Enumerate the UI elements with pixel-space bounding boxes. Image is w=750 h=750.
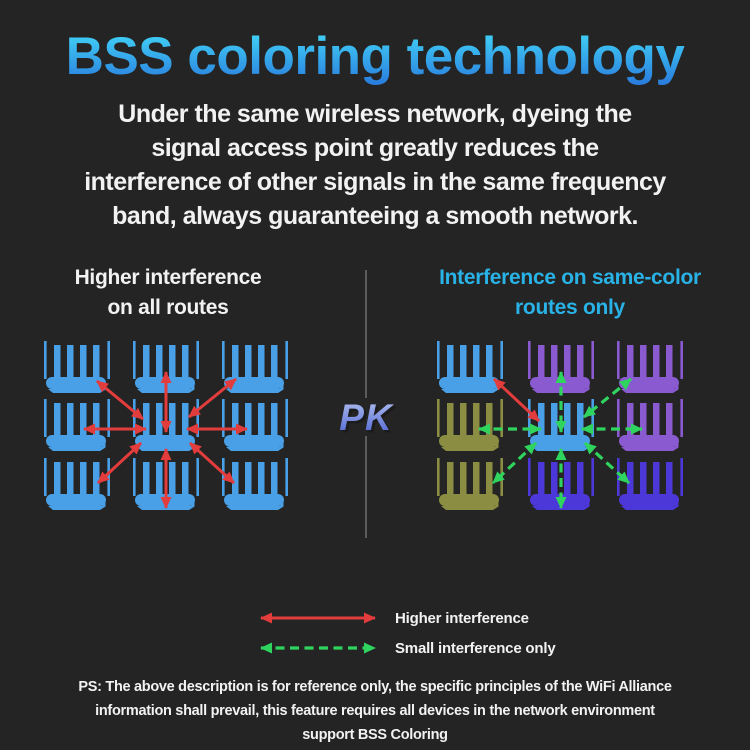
legend-item-higher-interference: Higher interference [251, 607, 529, 629]
router-icon-blue [44, 399, 110, 451]
subtitle-line: band, always guaranteeing a smooth netwo… [112, 202, 638, 230]
higher-interference-arrow [96, 379, 144, 421]
subtitle-line: Under the same wireless network, dyeing … [118, 100, 632, 128]
legend-green-arrow-icon [260, 642, 376, 654]
subtitle: Under the same wireless network, dyeing … [0, 97, 750, 233]
left-panel-heading: Higher interference on all routes [18, 263, 318, 323]
legend-item-small-interference: Small interference only [251, 637, 556, 659]
router-icon-blue [222, 399, 288, 451]
left-network-diagram [44, 341, 288, 510]
small-interference-arrow [491, 441, 538, 485]
router-icon-purple [617, 399, 683, 451]
legend-label: Small interference only [395, 639, 556, 657]
pk-text-shadow: PK [342, 400, 397, 441]
router-icon-blue [222, 341, 288, 393]
pk-versus-badge: PK PK [337, 397, 397, 441]
right-panel-heading-line: routes only [515, 296, 625, 319]
router-icon-blue [222, 458, 288, 510]
higher-interference-arrow [188, 441, 236, 485]
pk-backdrop [337, 398, 397, 436]
router-icon-purple [528, 341, 594, 393]
right-network-diagram [437, 341, 683, 510]
page-title: BSS coloring technology [0, 26, 750, 87]
router-icon-blue [44, 458, 110, 510]
small-interference-arrow [583, 441, 631, 485]
subtitle-line: interference of other signals in the sam… [84, 168, 666, 196]
footnote-line: support BSS Coloring [302, 727, 448, 743]
higher-interference-arrow [96, 441, 143, 485]
router-icon-olive [437, 458, 503, 510]
right-panel-heading-line: Interference on same-color [439, 266, 701, 289]
legend-red-arrow-icon [260, 612, 376, 624]
small-interference-arrow [582, 377, 633, 419]
legend-label: Higher interference [395, 609, 529, 627]
router-icon-olive [437, 399, 503, 451]
left-panel-heading-line: Higher interference [74, 266, 262, 289]
higher-interference-arrow [492, 377, 541, 423]
right-panel-heading: Interference on same-color routes only [420, 263, 720, 323]
pk-text: PK [339, 397, 394, 438]
footnote-line: PS: The above description is for referen… [78, 679, 672, 695]
footnote-line: information shall prevail, this feature … [95, 703, 655, 719]
subtitle-line: signal access point greatly reduces the [151, 134, 599, 162]
left-panel-heading-line: on all routes [107, 296, 229, 319]
footnote: PS: The above description is for referen… [0, 675, 750, 747]
router-icon-purple [617, 341, 683, 393]
router-icon-blue [437, 341, 503, 393]
higher-interference-arrow [188, 377, 237, 419]
router-icon-indigo [617, 458, 683, 510]
